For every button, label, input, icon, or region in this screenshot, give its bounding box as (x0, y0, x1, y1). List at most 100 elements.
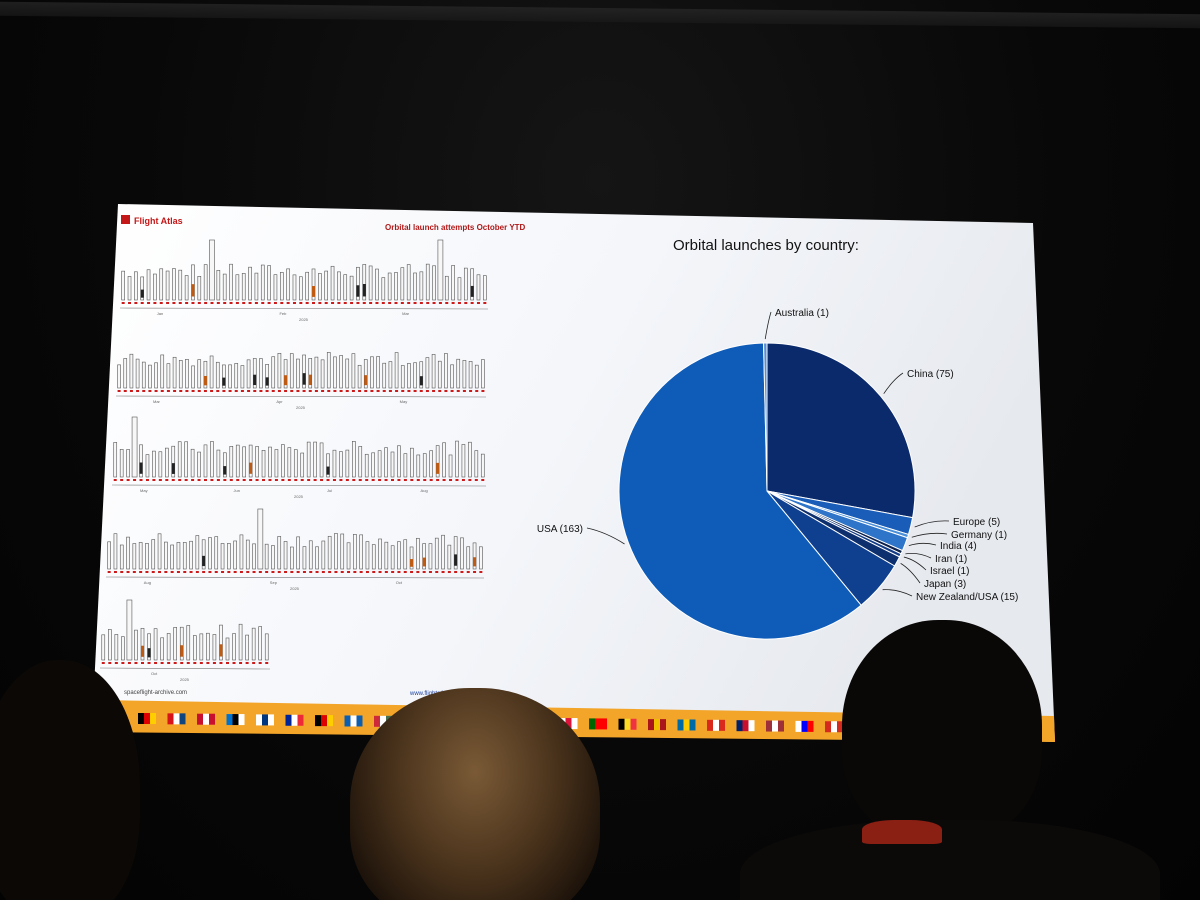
launch-marker (199, 662, 203, 664)
launch-marker (121, 662, 125, 664)
launch-marker (107, 571, 111, 573)
rocket-glyph (171, 445, 176, 478)
pie-slice-label: USA (163) (537, 524, 583, 535)
launch-marker (158, 479, 162, 481)
rocket-glyph (416, 537, 420, 570)
rocket-glyph (394, 352, 399, 389)
rocket-glyph (242, 446, 246, 478)
rocket-glyph-stage (140, 289, 144, 298)
rocket-glyph (403, 539, 408, 570)
launch-marker (476, 302, 480, 304)
launch-marker (173, 662, 177, 664)
launch-marker (334, 571, 338, 573)
launch-marker (281, 479, 285, 481)
launch-marker (226, 662, 229, 664)
rocket-glyph (371, 544, 376, 570)
rocket-glyph (126, 449, 130, 478)
rocket-glyph (413, 272, 417, 301)
launch-marker (321, 571, 325, 573)
launch-marker (216, 390, 220, 392)
rocket-glyph (233, 540, 237, 570)
launch-marker (356, 302, 360, 304)
rocket-glyph (127, 276, 132, 301)
rocket-glyph-stage (202, 555, 206, 567)
rocket-glyph-stage (249, 462, 253, 474)
launch-marker (248, 302, 252, 304)
rocket-glyph-stage (147, 648, 151, 658)
launch-marker (358, 390, 362, 392)
rocket-glyph (382, 362, 387, 389)
rocket-glyph (203, 360, 208, 389)
pie-chart (618, 342, 916, 640)
launch-marker (318, 302, 322, 304)
rocket-glyph (283, 541, 288, 570)
rocket-glyph (327, 535, 332, 570)
launch-marker (416, 479, 420, 481)
launch-marker (314, 390, 318, 392)
rocket-glyph (413, 362, 417, 389)
launch-marker (332, 479, 336, 481)
rocket-glyph (483, 275, 487, 301)
launch-marker (223, 302, 227, 304)
launch-marker (423, 479, 427, 481)
launch-marker (419, 390, 423, 392)
rocket-glyph (134, 271, 138, 301)
rocket-glyph (132, 543, 137, 570)
country-flag (571, 718, 578, 730)
rocket-glyph (313, 441, 317, 478)
launch-marker (359, 571, 363, 573)
rocket-glyph (189, 540, 193, 570)
launch-marker (202, 571, 206, 573)
rocket-glyph (117, 364, 121, 389)
launch-marker (189, 571, 193, 573)
rocket-glyph (339, 355, 343, 389)
launch-marker (210, 390, 214, 392)
rocket-glyph-stage (308, 374, 312, 386)
rocket-glyph (283, 359, 288, 389)
rocket-glyph (145, 543, 149, 570)
country-flag (256, 714, 262, 726)
launch-marker (191, 479, 195, 481)
launch-marker (375, 302, 379, 304)
rocket-glyph (154, 362, 158, 389)
launch-marker (179, 390, 183, 392)
rocket-glyph (159, 268, 164, 301)
brand-name: Flight Atlas (134, 216, 183, 226)
rocket-glyph (172, 356, 177, 389)
launch-marker (345, 479, 349, 481)
rocket-glyph (203, 264, 208, 301)
launch-marker (381, 302, 385, 304)
rocket-glyph (368, 265, 373, 301)
launch-marker (451, 302, 455, 304)
rocket-glyph (119, 544, 124, 570)
rocket-glyph (108, 629, 112, 661)
rocket-glyph (394, 272, 398, 301)
country-flag (719, 719, 725, 731)
rocket-glyph (172, 268, 176, 301)
launch-marker (382, 390, 386, 392)
rocket-glyph (308, 358, 313, 389)
rocket-glyph (114, 634, 119, 661)
timeline-year-label: 2025 (296, 405, 306, 410)
rocket-glyph (378, 538, 382, 570)
launch-marker (441, 571, 445, 573)
rocket-glyph-stage (284, 375, 288, 386)
launch-marker (126, 479, 130, 481)
launch-marker (313, 479, 317, 481)
rocket-glyph (302, 354, 306, 389)
rocket-glyph (210, 441, 214, 478)
launch-marker (339, 390, 343, 392)
rocket-glyph (326, 453, 330, 478)
country-flag (138, 713, 144, 724)
launch-marker (134, 302, 138, 304)
rocket-glyph-stage (302, 373, 306, 385)
rocket-glyph (148, 364, 152, 389)
launch-marker (160, 390, 164, 392)
launch-marker (204, 479, 207, 481)
launch-marker (378, 571, 382, 573)
launch-marker (139, 479, 143, 481)
country-flag (654, 719, 660, 731)
launch-marker (173, 390, 177, 392)
rocket-glyph (290, 546, 294, 570)
launch-marker (328, 571, 332, 573)
